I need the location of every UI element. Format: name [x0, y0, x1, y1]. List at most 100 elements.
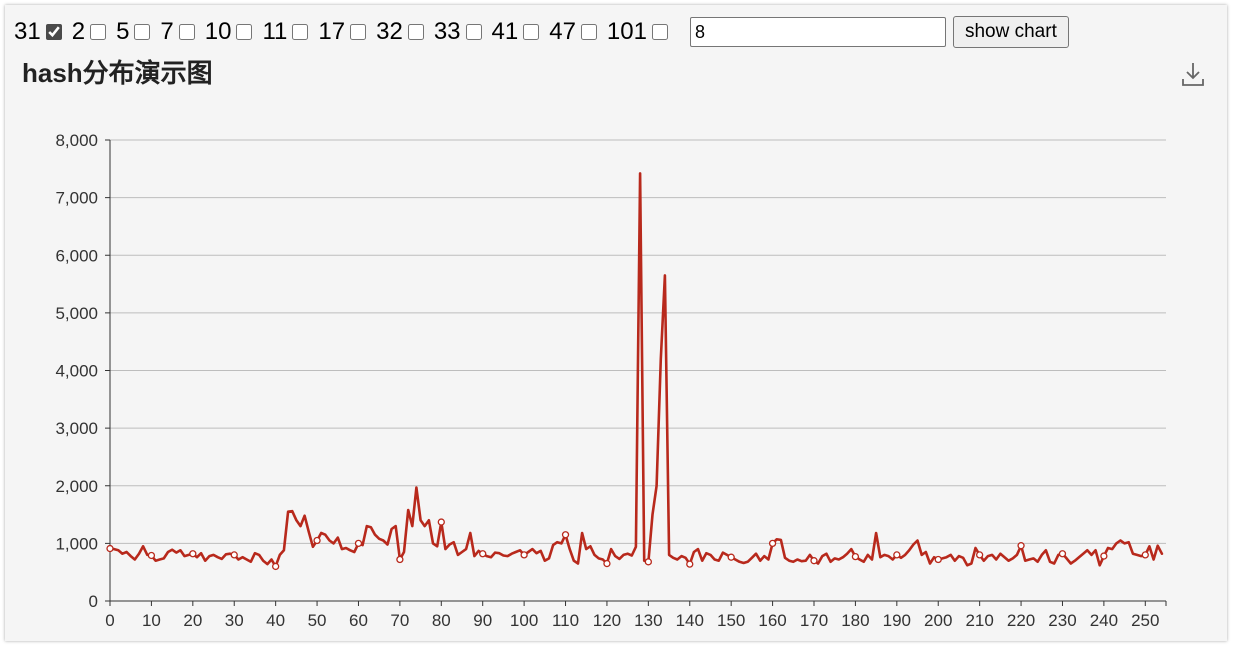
data-point[interactable]	[1100, 552, 1108, 560]
modulus-option-11[interactable]: 11	[262, 18, 309, 46]
modulus-option-label: 10	[204, 18, 232, 45]
modulus-option-label: 5	[116, 18, 130, 45]
data-point[interactable]	[1141, 551, 1149, 559]
y-tick-label: 5,000	[55, 304, 98, 323]
modulus-checkbox-2[interactable]	[90, 24, 107, 40]
modulus-checkbox-32[interactable]	[407, 24, 424, 40]
modulus-checkbox-33[interactable]	[465, 24, 482, 40]
show-chart-button[interactable]: show chart	[952, 16, 1069, 48]
x-tick-label: 150	[717, 611, 745, 630]
data-point[interactable]	[396, 555, 404, 564]
data-point[interactable]	[810, 557, 818, 565]
modulus-option-33[interactable]: 33	[434, 18, 482, 46]
x-tick-label: 40	[266, 611, 285, 630]
data-point[interactable]	[230, 551, 238, 559]
x-tick-label: 170	[800, 611, 828, 630]
bucket-count-input[interactable]	[689, 17, 946, 47]
modulus-checkbox-11[interactable]	[292, 24, 309, 40]
x-tick-label: 80	[432, 611, 451, 630]
modulus-option-5[interactable]: 5	[116, 18, 151, 46]
x-tick-label: 90	[473, 611, 492, 630]
y-tick-label: 4,000	[55, 362, 98, 381]
x-tick-label: 60	[349, 611, 368, 630]
data-point[interactable]	[147, 551, 156, 560]
data-point[interactable]	[106, 544, 114, 553]
data-point[interactable]	[479, 550, 487, 558]
modulus-option-label: 33	[433, 18, 461, 45]
modulus-checkbox-17[interactable]	[350, 24, 367, 40]
y-tick-label: 6,000	[55, 246, 98, 265]
x-tick-label: 50	[308, 611, 327, 630]
data-point[interactable]	[934, 555, 942, 564]
y-tick-label: 8,000	[55, 131, 98, 150]
y-tick-label: 3,000	[55, 419, 98, 438]
modulus-checkbox-10[interactable]	[236, 24, 253, 40]
modulus-option-32[interactable]: 32	[376, 18, 424, 46]
modulus-option-41[interactable]: 41	[492, 18, 540, 46]
x-tick-label: 160	[758, 611, 786, 630]
modulus-option-label: 47	[549, 18, 576, 45]
data-point[interactable]	[768, 539, 777, 548]
x-tick-label: 100	[510, 611, 538, 630]
data-point[interactable]	[893, 551, 901, 559]
data-point[interactable]	[189, 550, 197, 558]
data-point[interactable]	[644, 558, 653, 566]
x-tick-label: 240	[1090, 611, 1118, 630]
modulus-option-47[interactable]: 47	[549, 18, 597, 46]
modulus-option-label: 32	[376, 18, 403, 45]
x-tick-label: 30	[225, 611, 244, 630]
data-point[interactable]	[354, 539, 363, 548]
modulus-option-17[interactable]: 17	[318, 18, 367, 46]
modulus-checkbox-31[interactable]	[45, 24, 62, 40]
y-tick-label: 7,000	[55, 189, 98, 208]
modulus-checkbox-41[interactable]	[523, 24, 540, 40]
modulus-option-label: 11	[262, 18, 288, 45]
x-tick-label: 70	[390, 611, 409, 630]
x-tick-label: 190	[883, 611, 911, 630]
data-point[interactable]	[603, 559, 611, 568]
data-point[interactable]	[561, 531, 570, 539]
chart-container	[5, 5, 1227, 641]
download-icon[interactable]	[1180, 60, 1206, 88]
x-tick-label: 200	[924, 611, 952, 630]
chart-title: hash分布演示图	[22, 58, 213, 88]
y-tick-label: 1,000	[55, 534, 98, 553]
x-tick-label: 120	[593, 611, 621, 630]
modulus-checkbox-47[interactable]	[580, 24, 597, 40]
data-point[interactable]	[851, 552, 860, 561]
x-tick-label: 180	[841, 611, 869, 630]
modulus-checkbox-5[interactable]	[134, 24, 151, 40]
modulus-checkbox-7[interactable]	[178, 24, 195, 40]
x-tick-label: 0	[105, 611, 114, 630]
data-point[interactable]	[727, 553, 735, 561]
series-line	[108, 172, 1164, 568]
x-tick-label: 250	[1131, 611, 1159, 630]
y-tick-label: 0	[89, 592, 98, 611]
modulus-option-7[interactable]: 7	[160, 18, 195, 46]
data-point[interactable]	[975, 551, 984, 559]
control-bar: 31 2 5 7 10 11 17 32 33 41 47 101 show chart	[14, 14, 1069, 50]
data-point[interactable]	[271, 562, 280, 571]
modulus-checkbox-101[interactable]	[651, 24, 668, 40]
x-tick-label: 110	[552, 611, 579, 630]
data-point[interactable]	[313, 536, 321, 545]
modulus-option-label: 41	[491, 18, 519, 45]
data-point[interactable]	[437, 518, 445, 526]
x-tick-label: 130	[634, 611, 662, 630]
modulus-option-label: 7	[160, 18, 174, 45]
modulus-option-10[interactable]: 10	[205, 18, 253, 46]
x-tick-label: 230	[1048, 611, 1076, 630]
data-point[interactable]	[686, 560, 694, 568]
modulus-option-label: 31	[14, 18, 41, 45]
x-tick-label: 10	[142, 611, 161, 630]
data-point[interactable]	[1058, 550, 1067, 558]
modulus-option-31[interactable]: 31	[14, 18, 62, 46]
modulus-option-2[interactable]: 2	[72, 18, 107, 46]
x-tick-label: 20	[183, 611, 202, 630]
x-tick-label: 140	[676, 611, 704, 630]
modulus-option-label: 17	[318, 18, 346, 45]
data-point[interactable]	[520, 551, 528, 559]
data-point[interactable]	[1017, 542, 1025, 550]
modulus-option-101[interactable]: 101	[607, 18, 668, 46]
